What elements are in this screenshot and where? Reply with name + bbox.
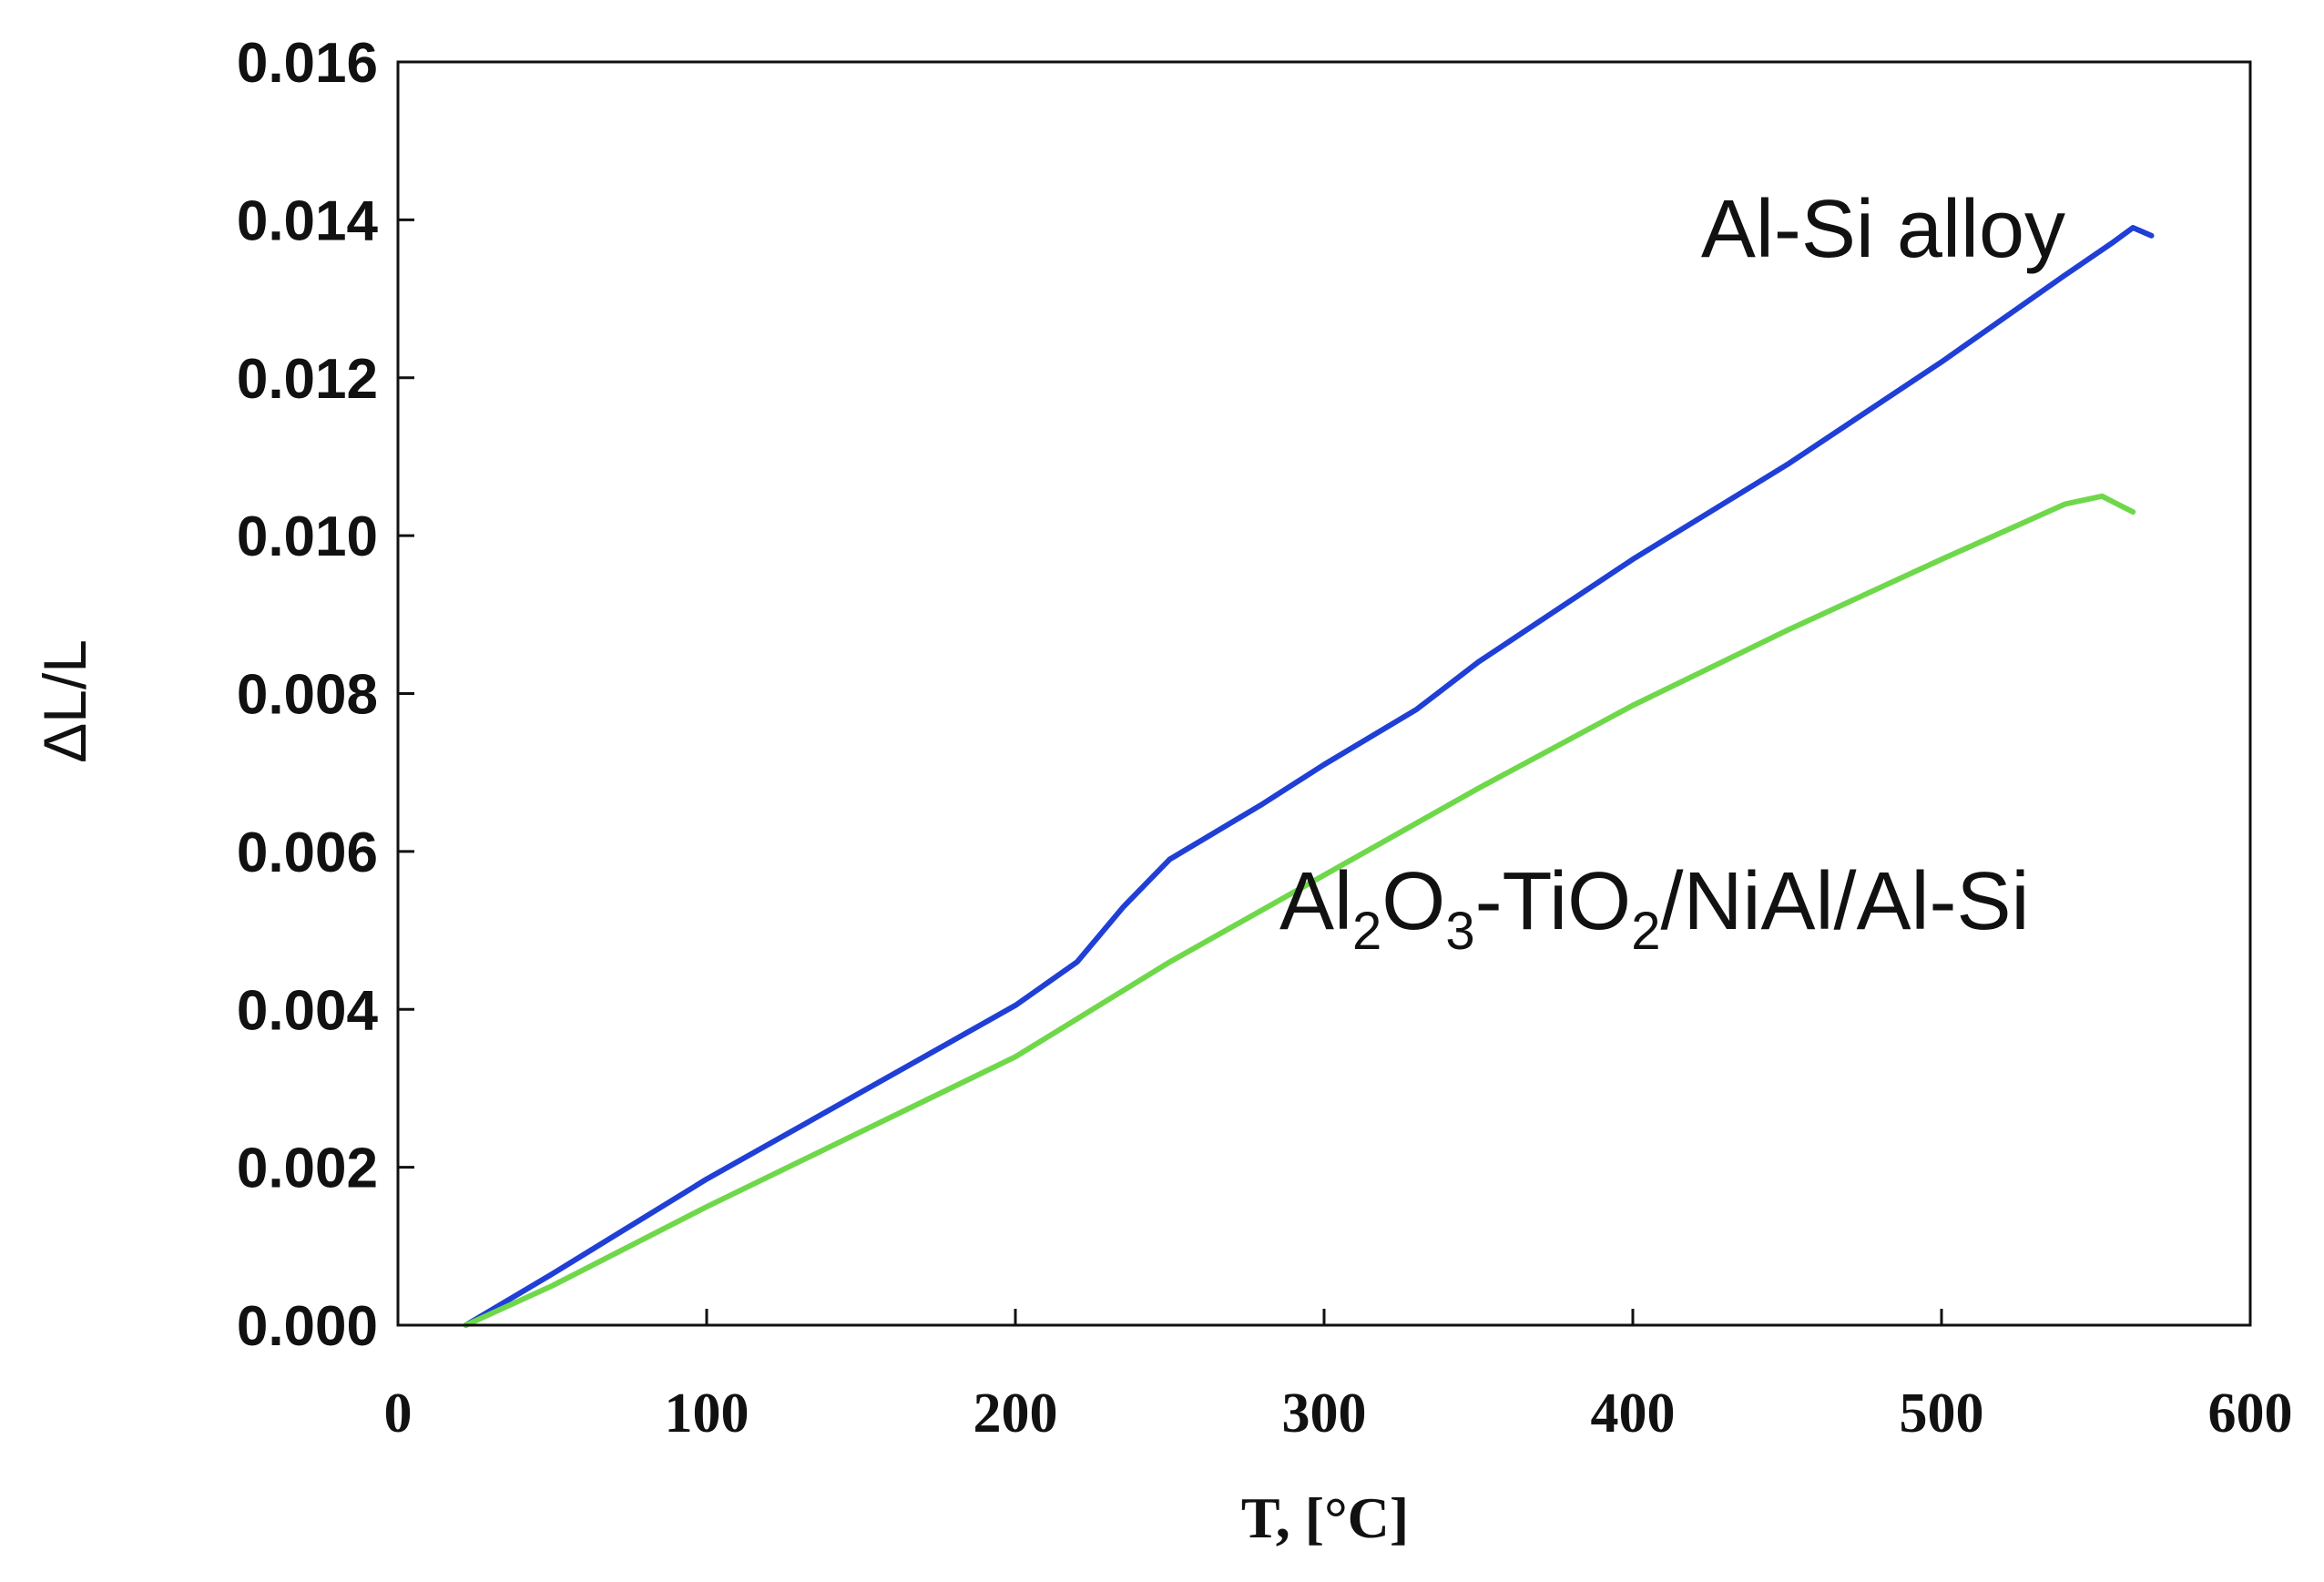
- annotation-subscript: 3: [1445, 902, 1474, 961]
- annotation-subscript: 2: [1352, 902, 1381, 961]
- series-label-al-si-alloy: Al-Si alloy: [1701, 184, 2065, 275]
- y-tick-label: 0.008: [237, 664, 378, 727]
- y-tick-label: 0.012: [237, 348, 378, 411]
- annotation-text-part: O: [1381, 856, 1445, 947]
- annotation-text-part: -TiO: [1475, 856, 1632, 947]
- chart-ticks: 0.000 0.002 0.004 0.006 0.008 0.010 0.012 0.014…: [237, 32, 2293, 1444]
- annotation-text-part: Al: [1279, 856, 1352, 947]
- x-tick-label: 200: [973, 1383, 1058, 1444]
- x-tick-label: 500: [1900, 1383, 1984, 1444]
- y-tick-label: 0.010: [237, 505, 378, 568]
- x-tick-label: 100: [665, 1383, 749, 1444]
- x-tick-label: 600: [2208, 1383, 2293, 1444]
- x-tick-label: 400: [1591, 1383, 1676, 1444]
- y-axis-title: ΔL/L: [31, 639, 98, 763]
- chart-marks: [463, 225, 2155, 1328]
- x-axis-title: T, [°C]: [1241, 1485, 1409, 1550]
- x-tick-label: 300: [1282, 1383, 1367, 1444]
- series-line-0: [463, 225, 2155, 1328]
- y-tick-label: 0.016: [237, 32, 378, 95]
- annotation-subscript: 2: [1631, 902, 1660, 961]
- annotation-text-part: /NiAl/Al-Si: [1660, 856, 2029, 947]
- y-tick-label: 0.002: [237, 1138, 378, 1200]
- y-tick-label: 0.000: [237, 1295, 378, 1358]
- chart-labels: T, [°C]ΔL/LAl-Si alloyAl2O3-TiO2/NiAl/Al…: [31, 184, 2065, 1550]
- series-label-coating: Al2O3-TiO2/NiAl/Al-Si: [1279, 856, 2030, 961]
- series-line-1: [463, 493, 2136, 1328]
- y-tick-label: 0.014: [237, 189, 379, 252]
- x-tick-label: 0: [384, 1383, 413, 1444]
- y-tick-label: 0.006: [237, 822, 378, 884]
- y-tick-label: 0.004: [237, 979, 379, 1042]
